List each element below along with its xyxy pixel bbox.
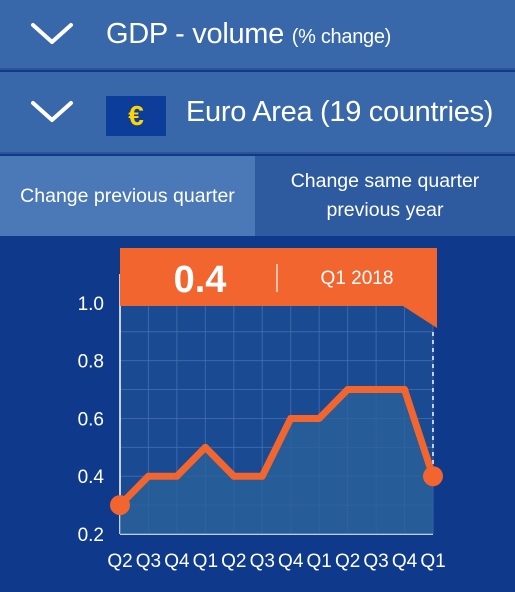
x-tick-label: Q1 xyxy=(193,551,218,572)
area-fill xyxy=(120,389,433,534)
x-tick-label: Q3 xyxy=(136,551,161,572)
x-tick-label: Q2 xyxy=(335,551,360,572)
x-tick-label: Q2 xyxy=(221,551,246,572)
y-tick-label: 1.0 xyxy=(78,294,104,315)
indicator-unit: (% change) xyxy=(291,25,392,48)
indicator-selector[interactable]: GDP - volume (% change) xyxy=(0,0,515,70)
x-tick-label: Q1 xyxy=(420,551,445,572)
data-points xyxy=(110,466,443,516)
area-shape xyxy=(120,389,433,534)
euro-symbol: € xyxy=(128,100,144,131)
y-axis-labels: 0.2 0.4 0.6 0.8 1.0 xyxy=(78,294,105,546)
gdp-line-chart: 0.20.40.60.81.0 Q2 Q3 Q4 Q1 Q2 Q3 Q4 Q1 Q2 Q3 Q4 Q1… xyxy=(78,248,446,572)
x-tick-label: Q4 xyxy=(164,551,190,572)
indicator-name: GDP - volume xyxy=(106,17,284,50)
line-segment xyxy=(401,386,437,480)
x-tick-label: Q4 xyxy=(392,551,418,572)
series-line xyxy=(116,386,437,509)
y-tick-label: 0.8 xyxy=(78,352,104,373)
tab-change-same-quarter-previous-year[interactable]: Change same quarter previous year xyxy=(255,156,515,236)
line-segment xyxy=(315,386,352,422)
callout-value: 0.4 xyxy=(174,259,227,301)
x-tick-label: Q3 xyxy=(363,551,388,572)
data-point xyxy=(423,466,443,487)
chevron-down-icon[interactable] xyxy=(30,100,74,124)
region-selector[interactable]: € Euro Area (19 countries) xyxy=(0,72,515,154)
tab-change-previous-quarter[interactable]: Change previous quarter xyxy=(0,156,255,236)
y-tick-label: 0.2 xyxy=(78,525,104,546)
data-point xyxy=(110,495,130,516)
callout-period: Q1 2018 xyxy=(321,268,394,289)
x-tick-label: Q4 xyxy=(278,551,304,572)
x-tick-label: Q2 xyxy=(107,551,132,572)
line-segment xyxy=(201,443,238,480)
region-title: Euro Area (19 countries) xyxy=(186,95,494,128)
x-tick-label: Q3 xyxy=(250,551,275,572)
line-segment xyxy=(258,414,295,480)
y-tick-label: 0.6 xyxy=(78,409,104,430)
chevron-down-icon[interactable] xyxy=(30,22,74,46)
indicator-title: GDP - volume (% change) xyxy=(106,18,391,51)
x-axis-labels: Q2 Q3 Q4 Q1 Q2 Q3 Q4 Q1 Q2 Q3 Q4 Q1 xyxy=(107,551,445,572)
x-tick-label: Q1 xyxy=(307,551,332,572)
value-callout: 0.4 Q1 2018 xyxy=(120,248,437,328)
tab-bar: Change previous quarter Change same quar… xyxy=(0,156,515,236)
eu-flag-icon: € xyxy=(106,96,166,136)
y-tick-label: 0.4 xyxy=(78,467,105,488)
tab-label: Change same quarter previous year xyxy=(290,170,480,221)
line-segment xyxy=(173,443,209,480)
